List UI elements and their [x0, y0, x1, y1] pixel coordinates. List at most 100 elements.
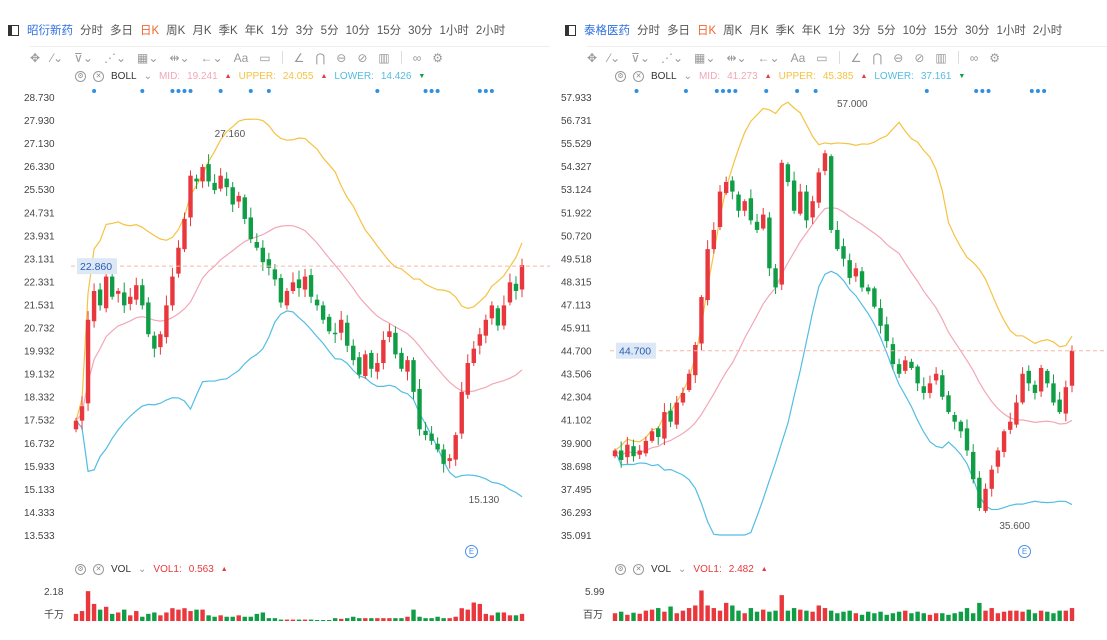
events-button[interactable]: E: [465, 545, 478, 558]
magnet-icon[interactable]: ⋂: [315, 50, 326, 65]
candlestick-chart[interactable]: 28.730 27.930 27.130 26.330 25.530 24.731 23.9…: [0, 0, 550, 640]
wave-tool-icon[interactable]: ⋰⌄: [660, 50, 684, 65]
event-marker[interactable]: [1029, 89, 1034, 93]
line-tool-icon[interactable]: ⁄⌄: [51, 50, 64, 65]
period-tab[interactable]: 3分: [852, 25, 871, 37]
event-marker[interactable]: [248, 89, 253, 93]
period-tab[interactable]: 10分: [345, 25, 370, 37]
period-tab[interactable]: 日K: [140, 25, 160, 37]
indicator-close-icon[interactable]: ✕: [633, 71, 644, 82]
lock-icon[interactable]: ⊖: [893, 50, 904, 65]
period-tab[interactable]: 日K: [697, 25, 717, 37]
indicator-dropdown-icon[interactable]: ⌄: [143, 71, 152, 82]
period-tab[interactable]: 月K: [749, 25, 769, 37]
event-marker[interactable]: [435, 89, 440, 93]
event-marker[interactable]: [477, 89, 482, 93]
link-icon[interactable]: ∞: [969, 50, 979, 65]
event-marker[interactable]: [429, 89, 434, 93]
period-tab[interactable]: 5分: [320, 25, 339, 37]
event-marker[interactable]: [764, 89, 769, 93]
trash-icon[interactable]: ▥: [378, 50, 390, 65]
trash-icon[interactable]: ▥: [935, 50, 947, 65]
period-tab[interactable]: 季K: [218, 25, 238, 37]
period-tab[interactable]: 2小时: [1032, 25, 1063, 37]
text-tool-icon[interactable]: Aa: [233, 50, 249, 65]
settings-icon[interactable]: ⚙: [989, 50, 1001, 65]
event-marker[interactable]: [218, 89, 223, 93]
period-tab[interactable]: 周K: [166, 25, 186, 37]
measure-tool-icon[interactable]: ⇹⌄: [169, 50, 190, 65]
event-marker[interactable]: [1035, 89, 1040, 93]
angle-tool-icon[interactable]: ∠: [850, 50, 862, 65]
period-tab[interactable]: 季K: [775, 25, 795, 37]
vol-dropdown-icon[interactable]: ⌄: [138, 564, 147, 575]
event-marker[interactable]: [683, 89, 688, 93]
settings-icon[interactable]: ⚙: [432, 50, 444, 65]
event-marker[interactable]: [140, 89, 145, 93]
channel-tool-icon[interactable]: ⊽⌄: [631, 50, 650, 65]
channel-tool-icon[interactable]: ⊽⌄: [74, 50, 93, 65]
layout-toggle-icon[interactable]: [8, 24, 19, 36]
lock-icon[interactable]: ⊖: [336, 50, 347, 65]
period-tab[interactable]: 2小时: [475, 25, 506, 37]
arrow-tool-icon[interactable]: ←⌄: [757, 50, 780, 65]
event-marker[interactable]: [188, 89, 193, 93]
period-tab[interactable]: 多日: [667, 25, 690, 37]
event-marker[interactable]: [986, 89, 991, 93]
indicator-dropdown-icon[interactable]: ⌄: [683, 71, 692, 82]
vol-close-icon[interactable]: ✕: [93, 564, 104, 575]
candlestick-chart[interactable]: 57.933 56.731 55.529 54.327 53.124 51.922 50.7…: [557, 0, 1107, 640]
indicator-settings-icon[interactable]: ⚙: [615, 71, 626, 82]
hide-icon[interactable]: ⊘: [914, 50, 925, 65]
fib-tool-icon[interactable]: ▦⌄: [137, 50, 159, 65]
vol-close-icon[interactable]: ✕: [633, 564, 644, 575]
vol-settings-icon[interactable]: ⚙: [615, 564, 626, 575]
event-marker[interactable]: [795, 89, 800, 93]
period-tab[interactable]: 3分: [295, 25, 314, 37]
period-tab[interactable]: 15分: [933, 25, 959, 37]
event-marker[interactable]: [727, 89, 732, 93]
period-tab[interactable]: 多日: [110, 25, 133, 37]
event-marker[interactable]: [182, 89, 187, 93]
hide-icon[interactable]: ⊘: [357, 50, 368, 65]
vol-dropdown-icon[interactable]: ⌄: [678, 564, 687, 575]
magnet-icon[interactable]: ⋂: [872, 50, 883, 65]
event-marker[interactable]: [634, 89, 639, 93]
measure-tool-icon[interactable]: ⇹⌄: [726, 50, 747, 65]
wave-tool-icon[interactable]: ⋰⌄: [103, 50, 127, 65]
event-marker[interactable]: [720, 89, 725, 93]
event-marker[interactable]: [924, 89, 929, 93]
event-marker[interactable]: [714, 89, 719, 93]
event-marker[interactable]: [423, 89, 428, 93]
period-tab[interactable]: 1分: [270, 25, 289, 37]
event-marker[interactable]: [483, 89, 488, 93]
event-marker[interactable]: [489, 89, 494, 93]
period-tab[interactable]: 5分: [877, 25, 896, 37]
angle-tool-icon[interactable]: ∠: [293, 50, 305, 65]
period-tab[interactable]: 10分: [902, 25, 927, 37]
comment-tool-icon[interactable]: ▭: [259, 50, 271, 65]
text-tool-icon[interactable]: Aa: [790, 50, 806, 65]
stock-name[interactable]: 昭衍新药: [27, 25, 73, 37]
period-tab[interactable]: 年K: [244, 25, 264, 37]
event-marker[interactable]: [176, 89, 181, 93]
event-marker[interactable]: [813, 89, 818, 93]
events-button[interactable]: E: [1018, 545, 1031, 558]
period-tab[interactable]: 年K: [801, 25, 821, 37]
period-tab[interactable]: 月K: [192, 25, 212, 37]
period-tab[interactable]: 分时: [637, 25, 660, 37]
event-marker[interactable]: [974, 89, 979, 93]
period-tab[interactable]: 30分: [965, 25, 990, 37]
event-marker[interactable]: [266, 89, 271, 93]
move-icon[interactable]: ✥: [30, 50, 41, 65]
event-marker[interactable]: [733, 89, 738, 93]
stock-name[interactable]: 泰格医药: [584, 25, 630, 37]
indicator-settings-icon[interactable]: ⚙: [75, 71, 86, 82]
event-marker[interactable]: [375, 89, 380, 93]
layout-toggle-icon[interactable]: [565, 24, 576, 36]
event-marker[interactable]: [92, 89, 97, 93]
move-icon[interactable]: ✥: [587, 50, 598, 65]
fib-tool-icon[interactable]: ▦⌄: [694, 50, 716, 65]
link-icon[interactable]: ∞: [412, 50, 422, 65]
period-tab[interactable]: 1分: [827, 25, 846, 37]
